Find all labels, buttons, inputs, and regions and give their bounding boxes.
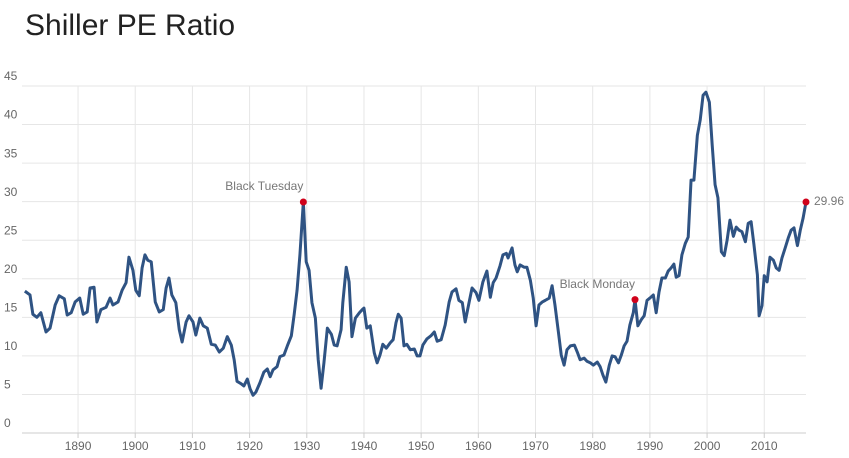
annotation-dot [802, 198, 810, 206]
y-tick-label: 10 [4, 339, 18, 353]
annotation-label: Black Tuesday [225, 179, 303, 193]
x-tick-label: 2010 [751, 439, 778, 453]
line-series [23, 90, 808, 397]
annotation-dot [631, 296, 639, 304]
y-tick-label: 15 [4, 301, 18, 315]
y-tick-label: 45 [4, 69, 18, 83]
y-tick-label: 30 [4, 185, 18, 199]
x-tick-label: 1990 [637, 439, 664, 453]
annotation-label: Black Monday [560, 277, 635, 291]
y-tick-label: 40 [4, 108, 18, 122]
y-tick-label: 35 [4, 146, 18, 160]
y-tick-label: 0 [4, 416, 11, 430]
x-tick-label: 1920 [236, 439, 263, 453]
x-tick-label: 1950 [408, 439, 435, 453]
annotation-label: 29.96 [814, 194, 844, 208]
x-tick-label: 2000 [694, 439, 721, 453]
annotation-dot [299, 198, 307, 206]
y-tick-label: 5 [4, 378, 11, 392]
y-tick-label: 25 [4, 223, 18, 237]
x-tick-label: 1940 [351, 439, 378, 453]
x-tick-label: 1930 [293, 439, 320, 453]
chart-title: Shiller PE Ratio [25, 9, 235, 42]
x-tick-label: 1890 [65, 439, 92, 453]
x-tick-label: 1910 [179, 439, 206, 453]
x-tick-label: 1970 [522, 439, 549, 453]
x-tick-label: 1900 [122, 439, 149, 453]
y-tick-label: 20 [4, 262, 18, 276]
x-tick-label: 1980 [579, 439, 606, 453]
x-tick-label: 1960 [465, 439, 492, 453]
